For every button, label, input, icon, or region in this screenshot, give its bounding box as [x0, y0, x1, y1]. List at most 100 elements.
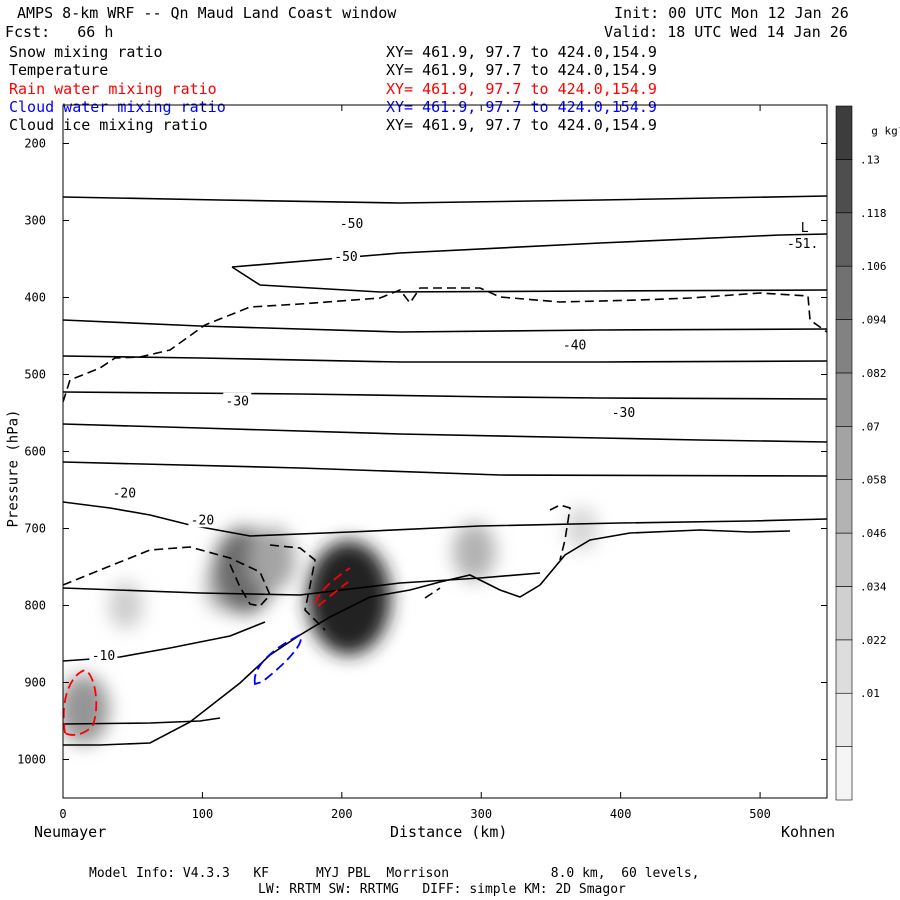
isotherm-label: -50 — [340, 217, 363, 232]
snow-blob — [63, 674, 110, 745]
colorbar-swatch — [835, 586, 853, 641]
x-tick-label: 300 — [470, 807, 492, 821]
ice-contour — [63, 287, 827, 403]
label-knockout — [89, 646, 118, 663]
rain-contours — [63, 567, 351, 736]
field-xy-temperature: XY= 461.9, 97.7 to 424.0,154.9 — [386, 61, 657, 79]
x-tick-label: 400 — [610, 807, 632, 821]
isotherm — [63, 501, 827, 537]
cloud-water-contour — [253, 633, 302, 686]
init-time: Init: 00 UTC Mon 12 Jan 26 — [614, 4, 849, 22]
label-knockout — [110, 484, 139, 501]
isotherm — [63, 461, 827, 477]
colorbar: .13 .118 .106 .094 .082 .07 .058 .046 .034 .022 .0… — [835, 105, 887, 801]
colorbar-label: .07 — [860, 420, 880, 433]
field-name-snow: Snow mixing ratio — [9, 43, 163, 61]
isotherm-label: -30 — [226, 395, 249, 410]
low-marker: L — [801, 221, 809, 236]
colorbar-unit-exponent: -1 — [898, 123, 900, 132]
low-value: -51. — [787, 237, 818, 252]
isotherm — [63, 355, 827, 363]
label-knockout — [188, 511, 217, 528]
colorbar-label: .13 — [860, 153, 880, 166]
colorbar-swatch — [835, 212, 853, 267]
field-name-cloud-ice: Cloud ice mixing ratio — [9, 116, 208, 134]
cloud-ice-contours — [63, 287, 827, 631]
snow-blob — [307, 540, 391, 655]
isotherm-label: -20 — [191, 513, 214, 528]
model-info: Model Info: V4.3.3 KF MYJ PBL Morrison 8… — [89, 866, 700, 881]
colorbar-unit-text: g kg — [871, 124, 898, 138]
x-tick-label: 0 — [59, 807, 66, 821]
isotherm-label: -10 — [92, 649, 115, 664]
field-xy-rain: XY= 461.9, 97.7 to 424.0,154.9 — [386, 80, 657, 98]
ice-contour — [269, 544, 326, 631]
right-endpoint-label: Kohnen — [781, 823, 836, 841]
y-tick-label: 700 — [24, 522, 46, 536]
colorbar-swatch — [835, 692, 853, 747]
ice-contour — [424, 587, 441, 599]
colorbar-swatch — [835, 372, 853, 427]
rain-contour — [63, 669, 98, 736]
colorbar-swatch — [835, 639, 853, 694]
y-tick-label: 1000 — [17, 753, 46, 767]
isotherm — [63, 423, 827, 443]
field-name-cloud-water: Cloud water mixing ratio — [9, 98, 226, 116]
isotherm-label: -40 — [563, 338, 586, 353]
colorbar-swatch — [835, 479, 853, 534]
plot-frame — [62, 104, 828, 799]
colorbar-swatch — [835, 159, 853, 214]
y-tick-label: 200 — [24, 137, 46, 151]
contour-labels: -50 -50 -40 -30 -30 -20 -20 -10 L-51. — [89, 214, 818, 664]
isotherm — [231, 266, 827, 293]
ice-contour — [63, 546, 271, 607]
label-knockout — [560, 336, 589, 353]
left-endpoint-label: Neumayer — [34, 823, 107, 841]
isotherm-label: -30 — [612, 406, 635, 421]
field-xy-cloud-ice: XY= 461.9, 97.7 to 424.0,154.9 — [386, 116, 657, 134]
colorbar-label: .034 — [860, 580, 887, 593]
y-axis-label: Pressure (hPa) — [5, 409, 22, 528]
colorbar-swatch — [835, 426, 853, 480]
isotherm — [63, 391, 827, 400]
snow-blob — [565, 506, 598, 551]
x-tick-label: 100 — [192, 807, 214, 821]
isotherms — [63, 195, 827, 746]
colorbar-label: .022 — [860, 634, 887, 647]
plot-title: AMPS 8-km WRF -- Qn Maud Land Coast wind… — [17, 4, 397, 22]
y-tick-label: 800 — [24, 599, 46, 613]
cloud-water-contours — [253, 633, 302, 686]
label-knockout — [223, 392, 252, 409]
label-knockout — [609, 404, 638, 421]
x-tick-label: 500 — [749, 807, 771, 821]
colorbar-label: .058 — [860, 474, 887, 487]
ice-contour — [549, 504, 571, 561]
colorbar-swatch — [835, 319, 853, 374]
field-xy-snow: XY= 461.9, 97.7 to 424.0,154.9 — [386, 43, 657, 61]
physics-info: LW: RRTM SW: RRTMG DIFF: simple KM: 2D S… — [258, 882, 626, 897]
x-tick-label: 200 — [331, 807, 353, 821]
isotherm — [63, 717, 221, 725]
colorbar-label: .01 — [860, 687, 880, 700]
rain-contour — [314, 567, 351, 604]
colorbar-swatch — [835, 746, 853, 801]
y-tick-label: 300 — [24, 214, 46, 228]
colorbar-label: .106 — [860, 260, 887, 273]
colorbar-label: .046 — [860, 527, 887, 540]
colorbar-swatch — [835, 532, 853, 587]
isotherm — [63, 319, 827, 333]
x-axis-label: Distance (km) — [390, 823, 508, 841]
snow-blob — [248, 527, 296, 592]
y-tick-label: 600 — [24, 445, 46, 459]
y-tick-label: 900 — [24, 676, 46, 690]
y-tick-label: 500 — [24, 368, 46, 382]
y-tick-label: 400 — [24, 291, 46, 305]
colorbar-swatch — [835, 265, 853, 320]
field-name-temperature: Temperature — [9, 61, 109, 79]
colorbar-label: .118 — [860, 207, 887, 220]
label-knockout — [332, 247, 361, 264]
isotherm — [231, 233, 827, 268]
isotherm — [63, 195, 827, 204]
colorbar-label: .082 — [860, 367, 887, 380]
